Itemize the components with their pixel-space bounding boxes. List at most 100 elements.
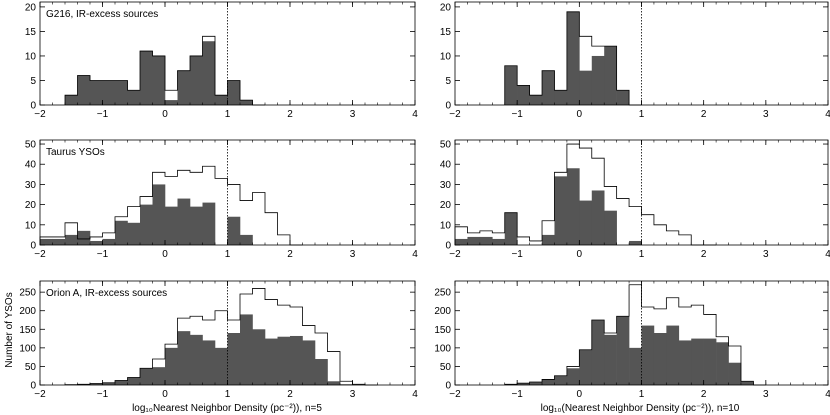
histogram-bar xyxy=(604,210,617,245)
y-tick-label: 10 xyxy=(440,220,452,231)
histogram-bar xyxy=(202,202,216,245)
y-tick-label: 50 xyxy=(440,140,452,151)
histogram-bar xyxy=(165,206,178,245)
histogram-bar xyxy=(554,176,568,245)
histogram-bar xyxy=(127,377,141,385)
histogram-bar xyxy=(492,238,506,245)
histogram-bar xyxy=(517,85,530,105)
x-tick-label: 1 xyxy=(225,109,231,120)
y-tick-label: 5 xyxy=(445,76,451,87)
histogram-bar xyxy=(152,367,166,385)
x-tick-label: 0 xyxy=(162,249,168,260)
x-tick-label: −1 xyxy=(511,109,523,120)
y-tick-label: 50 xyxy=(440,362,452,373)
y-tick-label: 0 xyxy=(30,241,36,252)
y-tick-label: 10 xyxy=(25,51,37,62)
x-tick-label: 1 xyxy=(639,249,645,260)
panel-annotation: Taurus YSOs xyxy=(46,147,105,158)
histogram-bar xyxy=(579,200,593,245)
y-tick-label: 10 xyxy=(25,220,37,231)
histogram-bar xyxy=(115,80,128,105)
x-tick-label: −2 xyxy=(449,389,461,400)
histogram-bar xyxy=(140,368,153,385)
x-tick-label: −1 xyxy=(511,249,523,260)
histogram-bar xyxy=(529,382,543,385)
histogram-outline-step xyxy=(454,143,717,246)
histogram-outline-step xyxy=(64,288,378,386)
y-tick-label: 15 xyxy=(440,27,452,38)
histogram-bar xyxy=(240,234,253,245)
histogram-bar xyxy=(177,198,191,245)
histogram-bar xyxy=(542,234,555,245)
x-tick-label: −2 xyxy=(34,389,46,400)
panel-row1-right: −2 −1 0 1 2 3 4 0 5 10 15 20 xyxy=(440,1,830,120)
panel-annotation: G216, IR-excess sources xyxy=(46,9,158,20)
x-tick-label: 4 xyxy=(825,109,830,120)
histogram-bar xyxy=(455,238,468,245)
y-tick-label: 0 xyxy=(445,381,451,392)
histogram-bar xyxy=(102,382,116,385)
x-tick-label: 4 xyxy=(825,249,830,260)
histogram-bar xyxy=(566,368,580,385)
histogram-bar xyxy=(115,220,128,245)
y-tick-label: 30 xyxy=(440,180,452,191)
y-tick-label: 250 xyxy=(434,288,451,299)
y-tick-label: 100 xyxy=(434,343,451,354)
x-tick-label: 3 xyxy=(763,389,769,400)
y-tick-label: 100 xyxy=(19,343,36,354)
x-tick-label: −1 xyxy=(511,389,523,400)
histogram-bar xyxy=(190,206,203,245)
histogram-bar xyxy=(629,347,642,385)
x-tick-label: 0 xyxy=(577,389,583,400)
histogram-bar xyxy=(566,168,580,245)
histogram-bar xyxy=(265,338,278,385)
histogram-bar xyxy=(102,80,116,105)
histogram-bar xyxy=(202,340,216,385)
y-tick-label: 15 xyxy=(25,27,37,38)
histogram-bar xyxy=(504,212,518,245)
histogram-bar xyxy=(740,381,754,385)
y-tick-label: 0 xyxy=(30,381,36,392)
histogram-bar xyxy=(504,65,518,105)
panel-row1-left: −2 −1 0 1 2 3 4 0 5 10 15 20 G216, IR-excess sources xyxy=(25,1,418,120)
histogram-bar xyxy=(77,230,91,245)
x-tick-label: 3 xyxy=(350,389,356,400)
x-tick-label: 0 xyxy=(162,389,168,400)
panel-annotation: Orion A, IR-excess sources xyxy=(46,288,167,299)
histogram-bar xyxy=(90,383,103,385)
histogram-bar xyxy=(177,331,191,385)
y-tick-label: 20 xyxy=(440,2,452,13)
x-tick-label: 3 xyxy=(350,109,356,120)
x-tick-label: 2 xyxy=(701,109,707,120)
y-tick-label: 50 xyxy=(25,140,37,151)
x-tick-label: −2 xyxy=(34,109,46,120)
histogram-bar xyxy=(666,325,680,385)
histogram-bar xyxy=(315,359,328,385)
histogram-bar xyxy=(165,100,178,105)
y-tick-label: 40 xyxy=(25,160,37,171)
x-tick-label: 2 xyxy=(287,389,293,400)
y-tick-label: 0 xyxy=(445,241,451,252)
histogram-bar xyxy=(215,95,228,105)
histogram-bar xyxy=(604,334,617,385)
x-axis-label-left: log₁₀Nearest Neighbor Density (pc⁻²)), n… xyxy=(132,403,322,414)
histogram-bar xyxy=(40,238,53,245)
histogram-bar xyxy=(616,90,630,105)
x-tick-label: −1 xyxy=(97,389,109,400)
y-tick-label: 200 xyxy=(19,306,36,317)
histogram-bar xyxy=(65,234,78,245)
histogram-outline-step xyxy=(39,165,303,246)
histogram-bar xyxy=(703,338,717,385)
histogram-bar xyxy=(479,236,493,245)
y-tick-label: 50 xyxy=(25,362,37,373)
histogram-bar xyxy=(190,55,203,105)
x-tick-label: 3 xyxy=(763,109,769,120)
histogram-bar xyxy=(152,55,166,105)
x-tick-label: 4 xyxy=(412,389,418,400)
histogram-bar xyxy=(529,95,543,105)
histogram-bar xyxy=(566,11,580,105)
x-tick-label: 1 xyxy=(639,389,645,400)
y-axis-label: Number of YSOs xyxy=(4,292,15,367)
